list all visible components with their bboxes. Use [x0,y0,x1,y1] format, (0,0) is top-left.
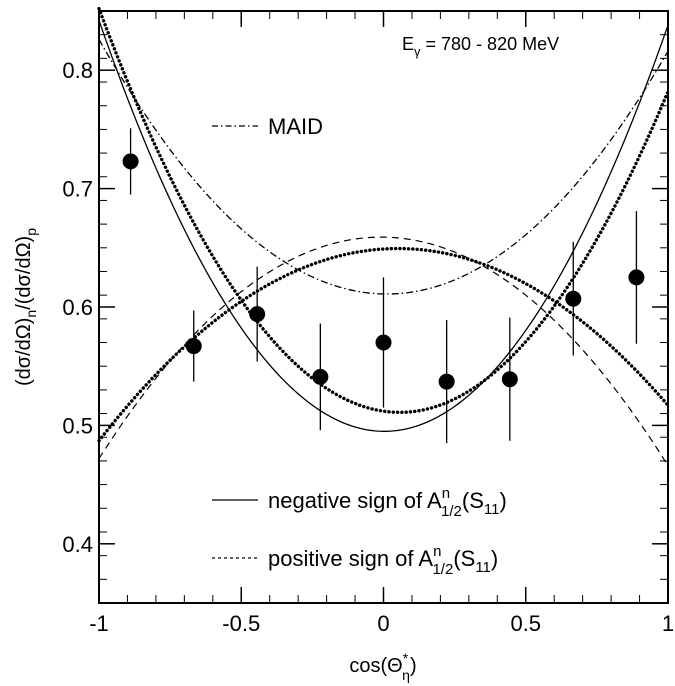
y-tick-label: 0.8 [62,58,93,83]
legend: MAID negative sign of An 1/2(S11) positiv… [212,114,507,578]
chart-title: Eγ = 780 - 820 MeV [402,34,559,59]
legend-label-negative: negative sign of An 1/2(S11) [268,485,507,520]
legend-label-maid: MAID [268,114,323,139]
legend-item-maid: MAID [212,114,323,139]
data-point [185,338,202,355]
y-tick-label: 0.4 [62,532,93,557]
series-line-dashdot [98,39,669,295]
data-point [501,371,518,388]
data-point [122,153,139,170]
legend-item-positive: positive sign of An 1/2(S11) [212,543,498,578]
data-point [438,373,455,390]
y-tick-label: 0.5 [62,413,93,438]
legend-item-negative: negative sign of An 1/2(S11) [212,485,507,520]
series-line-dotted-a [97,6,670,415]
x-tick-label: 1 [662,611,674,636]
data-point [628,269,645,286]
x-tick-label: 0.5 [510,611,541,636]
x-tick-label: 0 [377,611,389,636]
data-point [249,306,266,323]
legend-label-positive: positive sign of An 1/2(S11) [268,543,498,578]
y-tick-label: 0.7 [62,177,93,202]
data-points [122,128,645,444]
data-point [565,290,582,307]
data-point [312,368,329,385]
y-tick-label: 0.6 [62,295,93,320]
x-tick-label: -1 [89,611,109,636]
y-axis-label: (dσ/dΩ)n/(dσ/dΩ)p [13,228,39,386]
x-axis-label: cos(Θ* η) [349,650,416,683]
data-point [375,334,392,351]
axis-ticks: -1 -0.5 0 0.5 1 0.4 0.5 0.6 0.7 0.8 [62,10,674,636]
x-tick-label: -0.5 [222,611,260,636]
